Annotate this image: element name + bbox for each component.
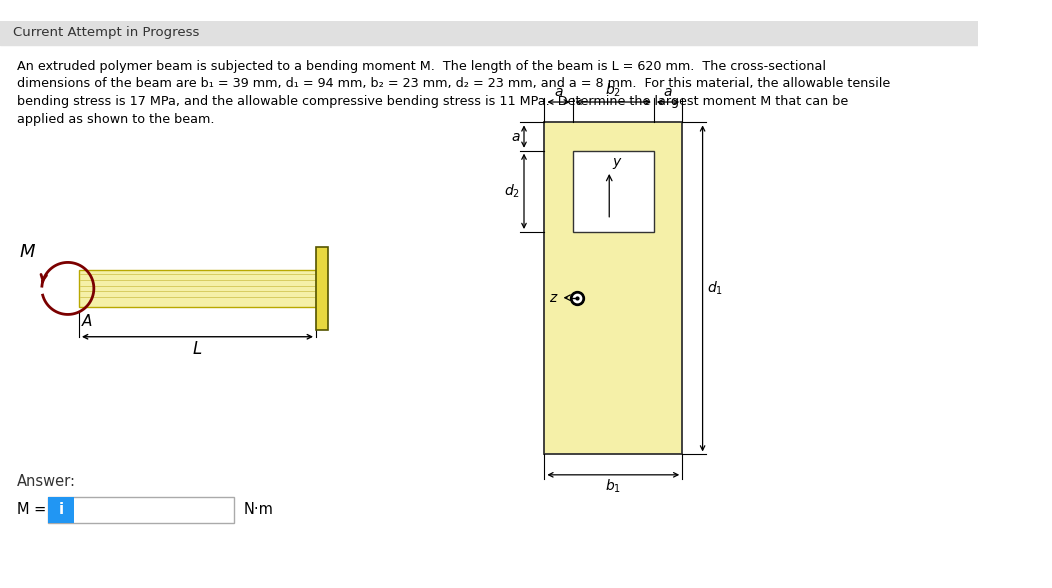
Text: $y$: $y$ (612, 156, 623, 171)
Bar (48, 497, 75, 523)
Text: An extruded polymer beam is subjected to a bending moment M.  The length of the : An extruded polymer beam is subjected to… (17, 60, 826, 73)
Text: bending stress is 17 MPa, and the allowable compressive bending stress is 11 MPa: bending stress is 17 MPa, and the allowa… (17, 95, 848, 108)
Text: M =: M = (17, 502, 46, 517)
Bar (545, 122, 682, 455)
Text: i: i (59, 502, 64, 517)
Text: $a$: $a$ (663, 85, 673, 99)
Text: applied as shown to the beam.: applied as shown to the beam. (17, 113, 215, 126)
Text: Answer:: Answer: (17, 475, 76, 489)
Text: $b_1$: $b_1$ (605, 477, 622, 495)
Text: N·m: N·m (243, 502, 274, 517)
Text: dimensions of the beam are b₁ = 39 mm, d₁ = 94 mm, b₂ = 23 mm, d₂ = 23 mm, and a: dimensions of the beam are b₁ = 39 mm, d… (17, 78, 890, 91)
Text: $L$: $L$ (193, 340, 203, 359)
Text: $A$: $A$ (81, 313, 93, 329)
Bar (316, 246, 328, 330)
Text: $a$: $a$ (553, 85, 564, 99)
Text: $B$: $B$ (317, 313, 328, 329)
Text: $M$: $M$ (19, 242, 36, 260)
Bar (572, 151, 654, 232)
Bar (79, 270, 316, 307)
Text: $d_1$: $d_1$ (707, 280, 724, 297)
Bar (0, 21, 977, 45)
Bar (48, 497, 235, 523)
Text: $z$: $z$ (549, 290, 559, 305)
Text: $a$: $a$ (510, 129, 521, 143)
Text: $b_2$: $b_2$ (605, 82, 622, 99)
Text: Current Attempt in Progress: Current Attempt in Progress (13, 26, 200, 39)
Text: $d_2$: $d_2$ (504, 183, 521, 200)
